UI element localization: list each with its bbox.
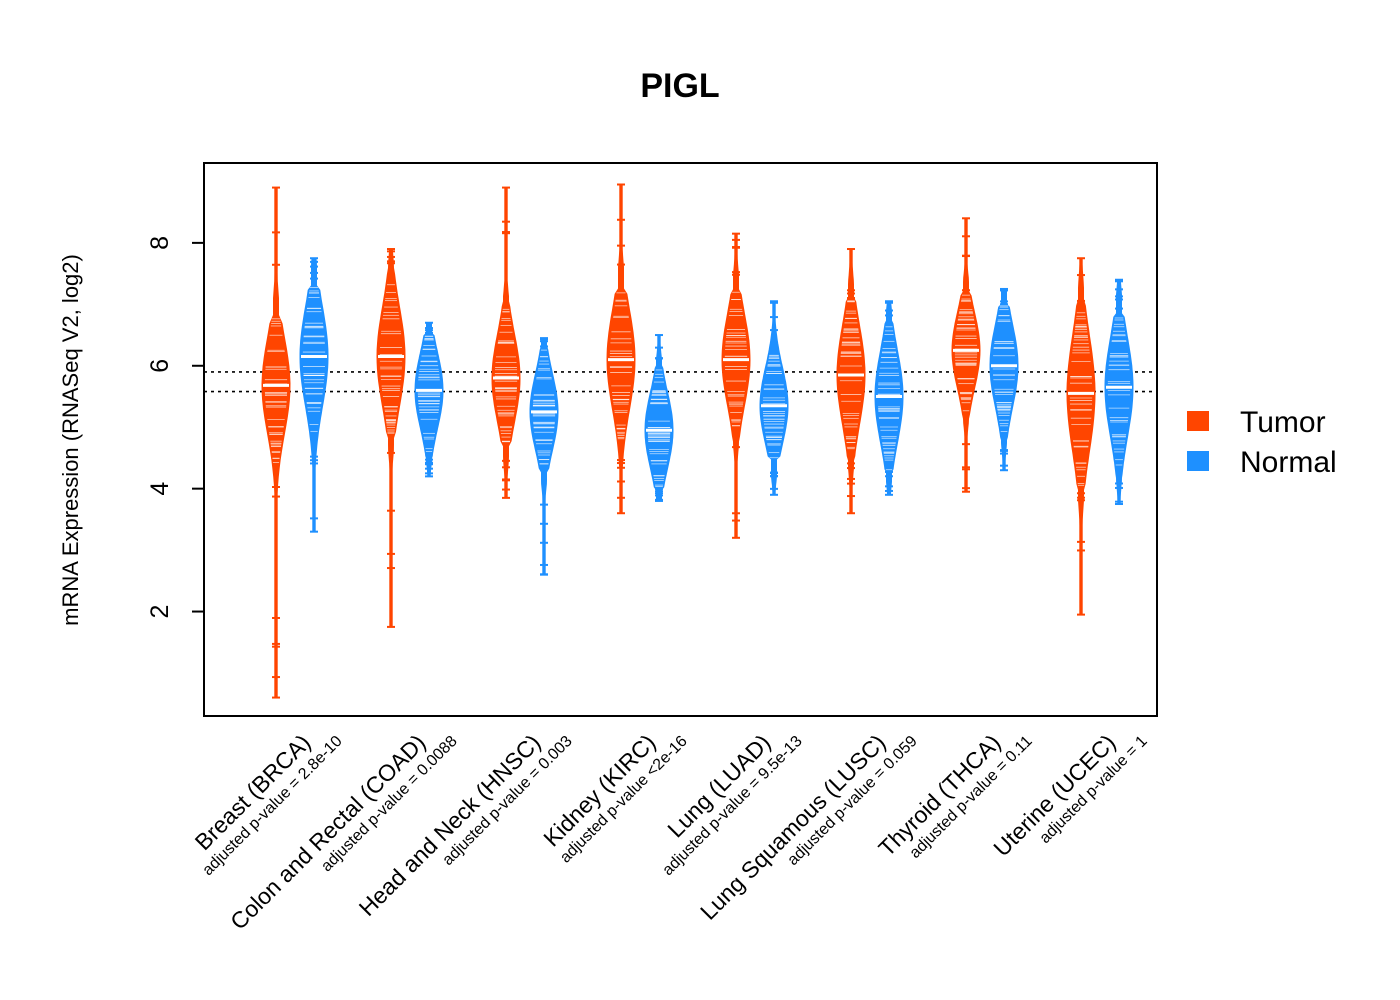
y-tick-label: 2	[146, 605, 174, 619]
plot-frame	[203, 162, 1158, 717]
violin-body	[874, 300, 904, 496]
violin	[1066, 257, 1096, 616]
legend-label: Normal	[1240, 446, 1337, 479]
violin	[836, 248, 866, 515]
violin	[261, 186, 291, 699]
violin-body	[721, 233, 751, 539]
legend-swatch	[1187, 411, 1209, 431]
violin	[644, 334, 674, 502]
category-label: Lung Squamous (LUSC)	[695, 729, 891, 925]
violin	[414, 321, 444, 478]
violin-body	[376, 248, 406, 628]
violin	[491, 186, 521, 499]
violin-body	[1104, 279, 1134, 505]
violin-body	[529, 337, 559, 576]
violin	[606, 183, 636, 515]
chart-title: PIGL	[640, 67, 719, 105]
violin	[721, 232, 751, 539]
violin	[951, 217, 981, 493]
violin	[989, 287, 1019, 472]
violin	[874, 300, 904, 496]
y-tick-label: 4	[146, 482, 174, 496]
violin	[759, 300, 789, 496]
violin	[529, 337, 559, 576]
legend-swatch	[1187, 451, 1209, 471]
violin	[299, 257, 329, 533]
legend-label: Tumor	[1240, 406, 1326, 439]
violin	[1104, 278, 1134, 506]
violin	[376, 248, 406, 628]
violin-body	[299, 257, 329, 533]
y-axis-label: mRNA Expression (RNASeq V2, log2)	[58, 254, 83, 626]
y-tick-label: 8	[146, 236, 174, 250]
violin-body	[1066, 257, 1096, 616]
y-tick-label: 6	[146, 359, 174, 373]
